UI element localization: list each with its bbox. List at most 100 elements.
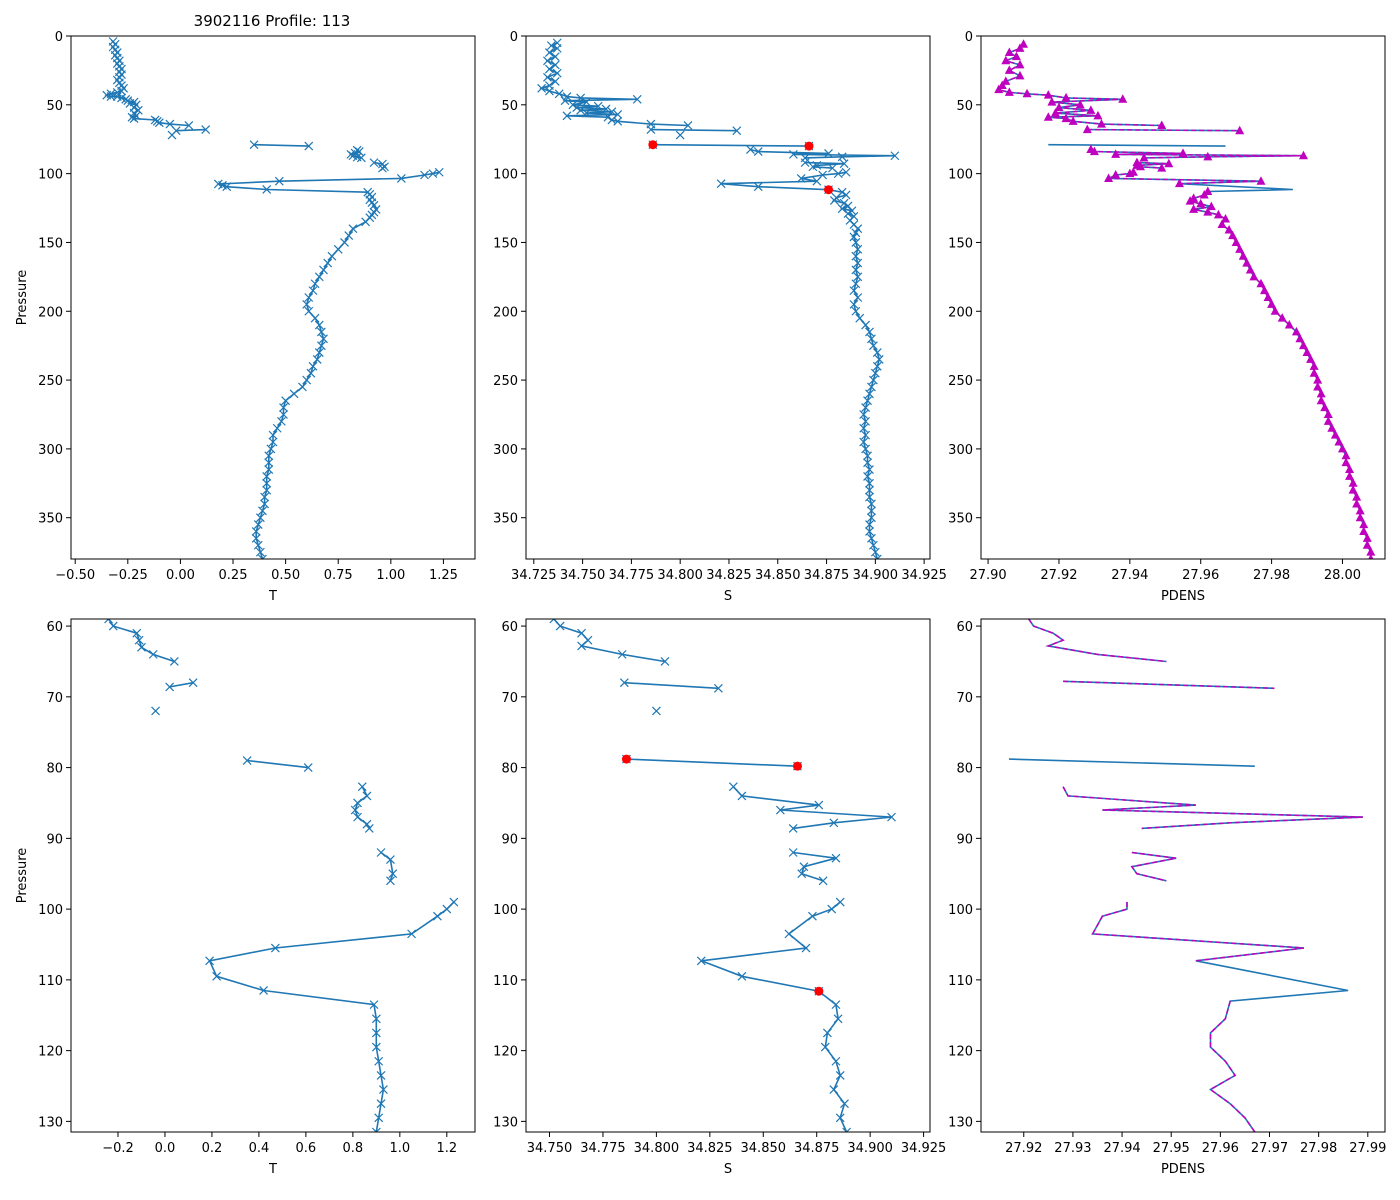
axes-frame <box>525 35 931 560</box>
y-tick-label: 80 <box>501 762 518 777</box>
data-point-x <box>868 341 878 351</box>
y-tick-label: 70 <box>46 691 63 706</box>
data-point-triangle <box>1291 326 1301 336</box>
series-line-raw-1 <box>176 128 206 132</box>
y-tick-label: 0 <box>965 30 973 45</box>
y-tick-label: 90 <box>956 832 973 847</box>
data-point-x <box>851 251 861 261</box>
data-point-x <box>544 86 554 96</box>
data-point-x <box>304 293 314 302</box>
data-point-x <box>824 148 833 158</box>
series-line-raw-0 <box>539 42 689 127</box>
data-point-x <box>867 533 876 543</box>
data-point-x <box>550 76 560 86</box>
data-point-x <box>788 149 798 159</box>
x-tick-label: 27.93 <box>1054 1141 1091 1156</box>
series-line-flagfree-0 <box>1028 619 1167 663</box>
data-point-triangle <box>1125 168 1135 178</box>
x-tick-label: 1.0 <box>389 1141 410 1156</box>
data-point-x <box>262 485 272 495</box>
data-point-x <box>369 200 379 210</box>
y-tick-label: 120 <box>493 1045 518 1060</box>
data-point-x <box>374 1056 384 1066</box>
data-point-triangle <box>1221 214 1231 223</box>
data-point-x <box>619 678 629 688</box>
y-tick-label: 100 <box>948 903 973 918</box>
data-point-x <box>861 430 871 440</box>
data-point-x <box>867 334 876 344</box>
data-point-x <box>361 217 371 227</box>
data-point-x <box>137 642 146 652</box>
x-tick-label: 0.8 <box>343 1141 364 1156</box>
data-point-triangle <box>1235 244 1245 253</box>
panel-bottom-temp: −0.2 0.0 0.2 0.4 0.6 0.8 1.0 1.2 60 70 80 90 100 110 1… <box>15 618 476 1177</box>
data-point-x <box>675 130 685 140</box>
x-tick-label: 0.00 <box>166 568 195 583</box>
y-tick-label: 350 <box>948 512 973 527</box>
data-point-x <box>316 327 326 337</box>
data-point-x <box>865 389 874 399</box>
data-point-triangle <box>1330 430 1340 439</box>
data-point-triangle <box>1001 55 1011 65</box>
data-point-triangle <box>1061 92 1071 102</box>
x-tick-label: 0.6 <box>296 1141 317 1156</box>
data-point-x <box>560 96 570 106</box>
data-point-x <box>374 1113 384 1123</box>
data-point-x <box>872 361 882 371</box>
panel-top-temp: −0.50 −0.25 0.00 0.25 0.50 0.75 1.00 1.25 0 50 100… <box>15 30 476 604</box>
data-point-x <box>266 444 276 454</box>
data-point-triangle <box>1086 105 1096 114</box>
data-point-triangle <box>1355 505 1365 515</box>
data-point-x <box>274 176 284 186</box>
y-tick-label: 60 <box>956 620 973 635</box>
data-point-x <box>371 1042 381 1052</box>
data-point-x <box>554 89 564 99</box>
data-point-x <box>350 805 360 815</box>
y-tick-label: 130 <box>38 1115 63 1130</box>
x-tick-label: −0.2 <box>102 1141 134 1156</box>
data-point-x <box>314 320 324 330</box>
data-point-x <box>314 272 324 282</box>
data-point-triangle <box>1256 278 1266 288</box>
x-tick-label: 27.90 <box>969 568 1006 583</box>
data-point-x <box>835 897 845 907</box>
y-tick-label: 120 <box>38 1045 63 1060</box>
data-point-x <box>319 265 328 275</box>
data-point-x <box>222 182 232 192</box>
data-point-x <box>376 848 386 857</box>
data-point-x <box>728 782 738 792</box>
x-tick-label: 34.900 <box>853 568 899 583</box>
y-axis-label: Pressure <box>15 848 30 904</box>
y-tick-label: 350 <box>493 512 518 527</box>
y-tick-label: 350 <box>38 512 63 527</box>
data-point-triangle <box>1267 299 1277 308</box>
data-point-x <box>716 179 726 189</box>
data-point-x <box>849 286 859 296</box>
data-point-triangle <box>1157 120 1167 129</box>
data-point-x <box>851 265 861 275</box>
x-tick-label: 34.800 <box>657 568 703 583</box>
data-point-triangle <box>1235 125 1245 135</box>
data-point-triangle <box>1316 388 1326 398</box>
data-point-x <box>820 1042 830 1052</box>
data-point-x <box>593 101 603 111</box>
y-tick-label: 120 <box>948 1045 973 1060</box>
plot-area-bottom-temp <box>104 619 459 1132</box>
y-tick-label: 70 <box>501 691 518 706</box>
data-point-triangle <box>1298 150 1308 160</box>
data-point-triangle <box>1224 225 1234 234</box>
series-line-raw-2 <box>1048 143 1226 147</box>
data-point-x <box>842 1127 852 1132</box>
x-tick-label: 34.800 <box>634 1141 680 1156</box>
y-tick-label: 0 <box>55 30 63 45</box>
data-point-triangle <box>1139 152 1149 162</box>
data-point-x <box>853 258 863 268</box>
y-tick-label: 50 <box>956 99 973 114</box>
x-tick-label: 34.900 <box>847 1141 893 1156</box>
flagged-point <box>824 185 834 195</box>
x-tick-label: 27.94 <box>1111 568 1148 583</box>
data-point-triangle <box>1366 547 1376 556</box>
data-point-triangle <box>1245 264 1255 274</box>
data-point-triangle <box>1270 306 1280 315</box>
